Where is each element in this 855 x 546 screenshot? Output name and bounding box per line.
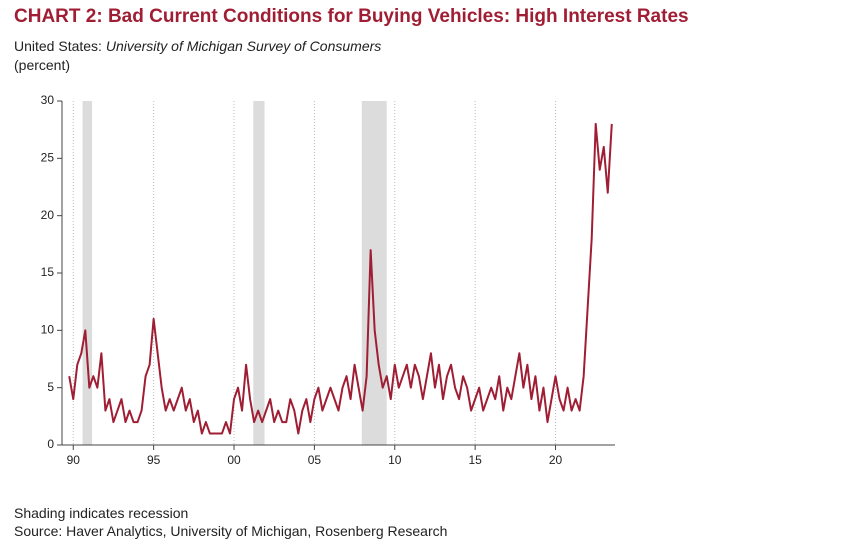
y-tick-label: 20	[41, 208, 55, 222]
data-line	[68, 122, 613, 435]
y-tick-label: 10	[41, 323, 55, 337]
x-tick-label: 90	[67, 453, 81, 467]
y-tick-label: 30	[41, 93, 55, 107]
x-tick-label: 20	[549, 453, 563, 467]
y-tick-label: 0	[47, 437, 54, 451]
x-tick-label: 15	[468, 453, 482, 467]
subtitle-source: University of Michigan Survey of Consume…	[105, 38, 382, 54]
recession-shade	[82, 101, 93, 445]
x-tick-label: 95	[147, 453, 161, 467]
y-tick-label: 15	[41, 265, 55, 279]
annotation: Source: Haver Analytics, University of M…	[14, 523, 448, 539]
y-tick-label: 25	[41, 151, 55, 165]
annotation: Shading indicates recession	[14, 505, 189, 521]
x-tick-label: 10	[388, 453, 402, 467]
subtitle: United States: University of Michigan Su…	[14, 38, 381, 54]
y-axis-label: (percent)	[14, 57, 71, 73]
recession-shade	[253, 101, 265, 445]
chart-title: CHART 2: Bad Current Conditions for Buyi…	[14, 6, 689, 27]
subtitle-prefix: United States:	[14, 38, 102, 54]
x-tick-label: 00	[227, 453, 241, 467]
y-tick-label: 5	[47, 380, 54, 394]
x-tick-label: 05	[308, 453, 322, 467]
